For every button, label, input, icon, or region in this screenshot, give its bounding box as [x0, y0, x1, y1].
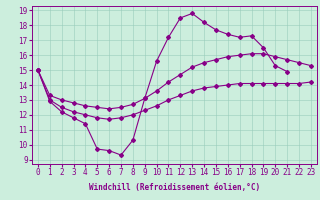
X-axis label: Windchill (Refroidissement éolien,°C): Windchill (Refroidissement éolien,°C): [89, 183, 260, 192]
